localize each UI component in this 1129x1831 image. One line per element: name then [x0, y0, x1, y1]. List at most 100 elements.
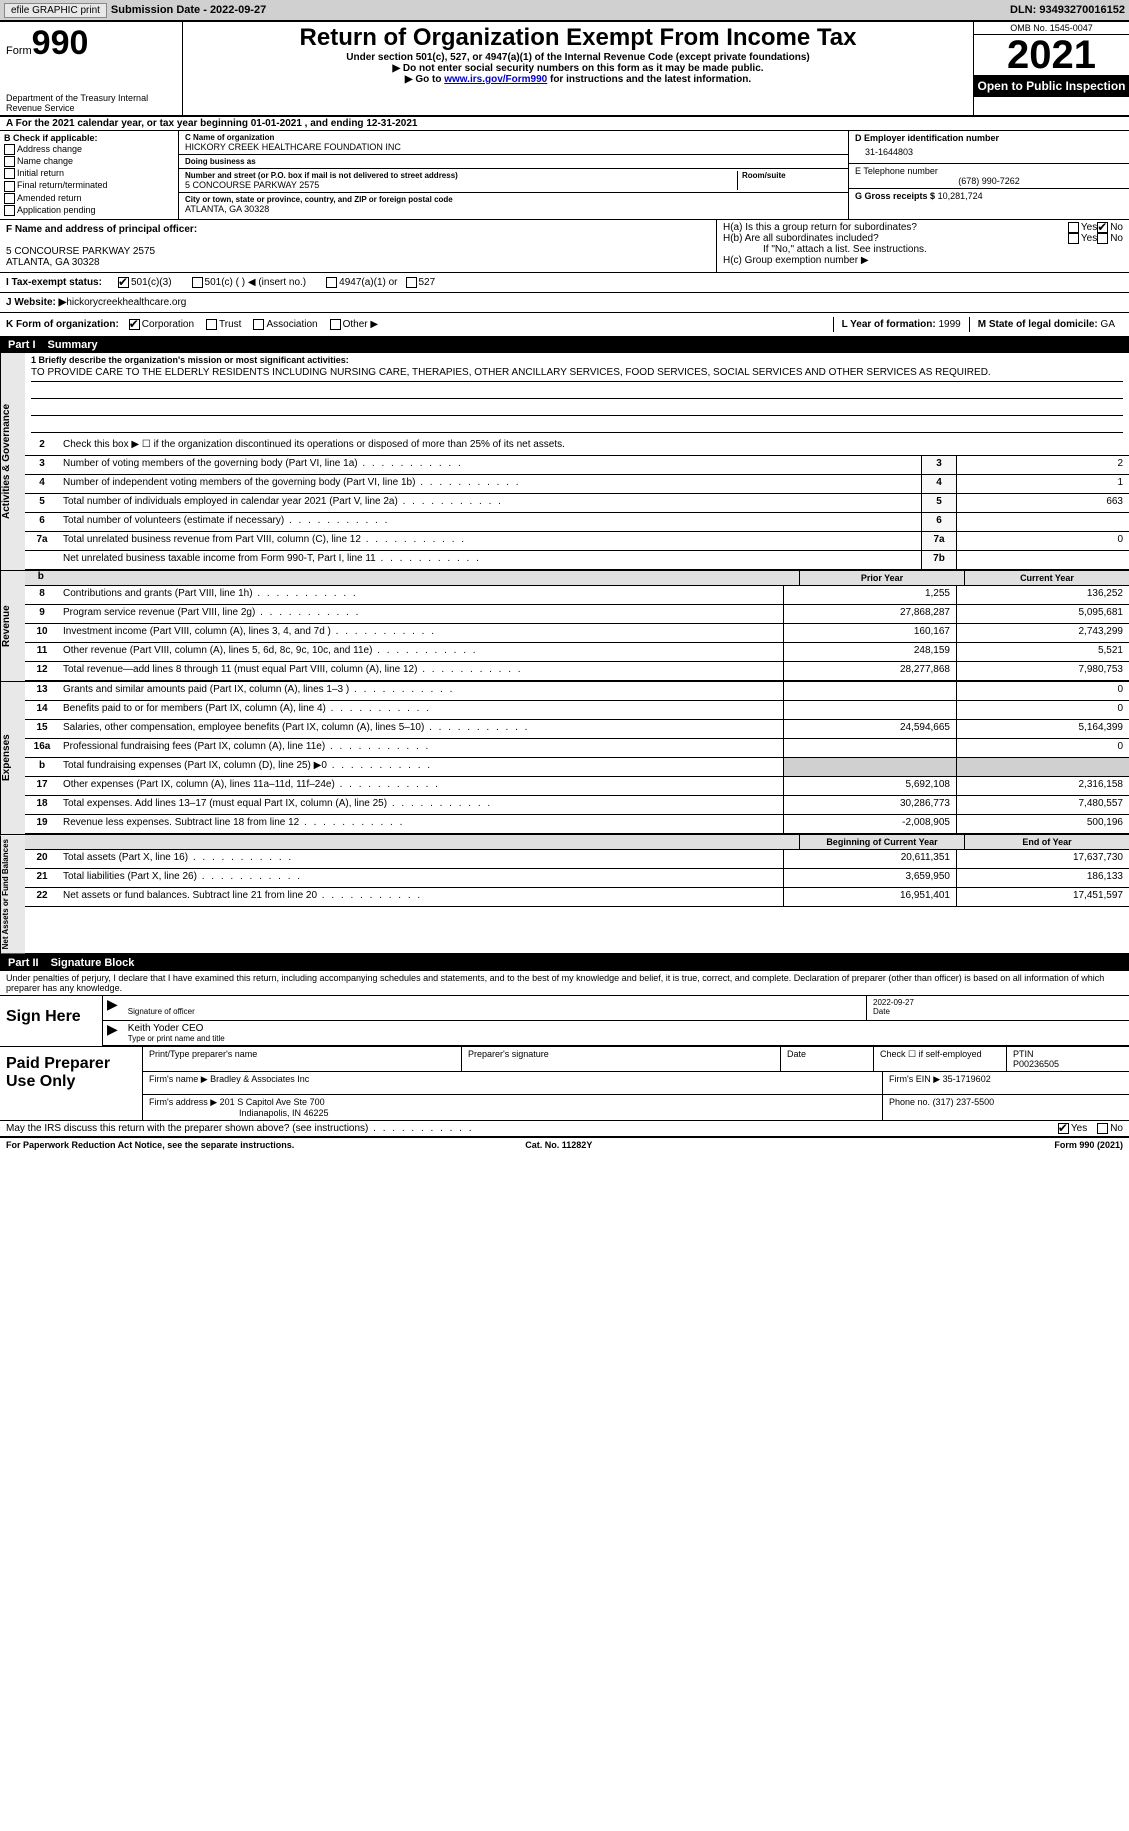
goto-post: for instructions and the latest informat…	[547, 74, 751, 85]
chk-lbl: Address change	[17, 144, 82, 154]
ptin-value: P00236505	[1013, 1059, 1059, 1069]
net-assets-content: Beginning of Current Year End of Year 20…	[25, 835, 1129, 953]
exp-line-13: 13 Grants and similar amounts paid (Part…	[25, 682, 1129, 701]
prior-year-val: 24,594,665	[783, 720, 956, 738]
prior-year-val: 5,692,108	[783, 777, 956, 795]
line-val	[956, 513, 1129, 531]
checkbox-icon[interactable]	[330, 319, 341, 330]
end-year-val: 17,451,597	[956, 888, 1129, 906]
checkbox-icon[interactable]	[129, 319, 140, 330]
officer-name: Keith Yoder CEO	[128, 1023, 204, 1034]
revenue-section: Revenue b Prior Year Current Year 8 Cont…	[0, 570, 1129, 681]
org-name: HICKORY CREEK HEALTHCARE FOUNDATION INC	[185, 142, 842, 152]
chk-app-pending[interactable]: Application pending	[4, 205, 174, 216]
ssn-note: ▶ Do not enter social security numbers o…	[189, 63, 967, 74]
shaded-cell	[956, 758, 1129, 776]
current-year-header: Current Year	[964, 571, 1129, 585]
firm-name: Bradley & Associates Inc	[210, 1074, 309, 1084]
line-desc: Investment income (Part VIII, column (A)…	[59, 624, 783, 642]
current-year-val: 7,980,753	[956, 662, 1129, 680]
arrow-icon: ▶	[103, 996, 122, 1020]
chk-lbl: Initial return	[17, 168, 64, 178]
line-num: 13	[25, 682, 59, 700]
line-desc: Total fundraising expenses (Part IX, col…	[59, 758, 783, 776]
gov-line-3: 3 Number of voting members of the govern…	[25, 456, 1129, 475]
checkbox-icon[interactable]	[118, 277, 129, 288]
address-cell: Number and street (or P.O. box if mail i…	[179, 169, 848, 193]
chk-amended[interactable]: Amended return	[4, 193, 174, 204]
chk-final-return[interactable]: Final return/terminated	[4, 180, 174, 191]
yes-lbl: Yes	[1081, 222, 1097, 233]
paid-preparer-row: Paid Preparer Use Only Print/Type prepar…	[0, 1047, 1129, 1120]
principal-officer: F Name and address of principal officer:…	[0, 220, 717, 272]
chk-name-change[interactable]: Name change	[4, 156, 174, 167]
line-desc: Revenue less expenses. Subtract line 18 …	[59, 815, 783, 833]
net-line-21: 21 Total liabilities (Part X, line 26) 3…	[25, 869, 1129, 888]
part-1-header: Part I Summary	[0, 337, 1129, 353]
part-number: Part II	[8, 957, 39, 969]
prior-year-val	[783, 739, 956, 757]
exp-line-17: 17 Other expenses (Part IX, column (A), …	[25, 777, 1129, 796]
calendar-year-row: A For the 2021 calendar year, or tax yea…	[0, 117, 1129, 131]
tax-status-label: I Tax-exempt status:	[6, 277, 102, 288]
mission-blank	[31, 384, 1123, 399]
current-year-val: 136,252	[956, 586, 1129, 604]
line-desc: Total number of individuals employed in …	[59, 494, 921, 512]
checkbox-icon[interactable]	[406, 277, 417, 288]
governance-tab: Activities & Governance	[0, 353, 25, 570]
submission-date: Submission Date - 2022-09-27	[111, 4, 266, 16]
current-year-val: 5,164,399	[956, 720, 1129, 738]
efile-print-button[interactable]: efile GRAPHIC print	[4, 3, 107, 18]
no-lbl: No	[1110, 1123, 1123, 1134]
prior-year-val	[783, 701, 956, 719]
line-desc: Number of independent voting members of …	[59, 475, 921, 493]
addr-label: Number and street (or P.O. box if mail i…	[185, 171, 737, 180]
street-address: 5 CONCOURSE PARKWAY 2575	[185, 180, 737, 190]
checkbox-icon	[4, 193, 15, 204]
header-left: Form990 Department of the Treasury Inter…	[0, 22, 183, 115]
line-num: 15	[25, 720, 59, 738]
tax-year: 2021	[974, 35, 1129, 75]
line-desc: Program service revenue (Part VIII, line…	[59, 605, 783, 623]
checkbox-icon[interactable]	[206, 319, 217, 330]
irs-link[interactable]: www.irs.gov/Form990	[444, 74, 547, 85]
chk-address-change[interactable]: Address change	[4, 144, 174, 155]
firm-addr-label: Firm's address ▶	[149, 1097, 217, 1107]
checkbox-icon[interactable]	[192, 277, 203, 288]
line-desc: Total expenses. Add lines 13–17 (must eq…	[59, 796, 783, 814]
line-num: 22	[25, 888, 59, 906]
line-desc: Total assets (Part X, line 16)	[59, 850, 783, 868]
prior-year-val: 1,255	[783, 586, 956, 604]
dba-cell: Doing business as	[179, 155, 848, 169]
yes-lbl: Yes	[1071, 1123, 1087, 1134]
net-assets-tab: Net Assets or Fund Balances	[0, 835, 25, 953]
line-box: 5	[921, 494, 956, 512]
firm-addr1: 201 S Capitol Ave Ste 700	[220, 1097, 325, 1107]
chk-initial-return[interactable]: Initial return	[4, 168, 174, 179]
governance-section: Activities & Governance 1 Briefly descri…	[0, 353, 1129, 570]
prior-year-val: 160,167	[783, 624, 956, 642]
chk-lbl: Final return/terminated	[17, 180, 108, 190]
line-num: 14	[25, 701, 59, 719]
checkbox-icon[interactable]	[1068, 222, 1079, 233]
line-desc: Other revenue (Part VIII, column (A), li…	[59, 643, 783, 661]
checkbox-icon[interactable]	[1058, 1123, 1069, 1134]
prior-year-val: 30,286,773	[783, 796, 956, 814]
line-desc: Total revenue—add lines 8 through 11 (mu…	[59, 662, 783, 680]
open-inspection: Open to Public Inspection	[974, 75, 1129, 97]
checkbox-icon[interactable]	[1068, 233, 1079, 244]
header-right: OMB No. 1545-0047 2021 Open to Public In…	[973, 22, 1129, 115]
checkbox-icon[interactable]	[1097, 1123, 1108, 1134]
goto-note: ▶ Go to www.irs.gov/Form990 for instruct…	[189, 74, 967, 85]
gov-line-7a: 7a Total unrelated business revenue from…	[25, 532, 1129, 551]
top-bar: efile GRAPHIC print Submission Date - 20…	[0, 0, 1129, 22]
checkbox-icon[interactable]	[253, 319, 264, 330]
end-year-header: End of Year	[964, 835, 1129, 849]
checkbox-icon[interactable]	[1097, 222, 1108, 233]
checkbox-icon	[4, 205, 15, 216]
exp-line-18: 18 Total expenses. Add lines 13–17 (must…	[25, 796, 1129, 815]
checkbox-icon[interactable]	[1097, 233, 1108, 244]
checkbox-icon[interactable]	[326, 277, 337, 288]
mission-text: TO PROVIDE CARE TO THE ELDERLY RESIDENTS…	[31, 367, 1123, 382]
end-year-val: 186,133	[956, 869, 1129, 887]
